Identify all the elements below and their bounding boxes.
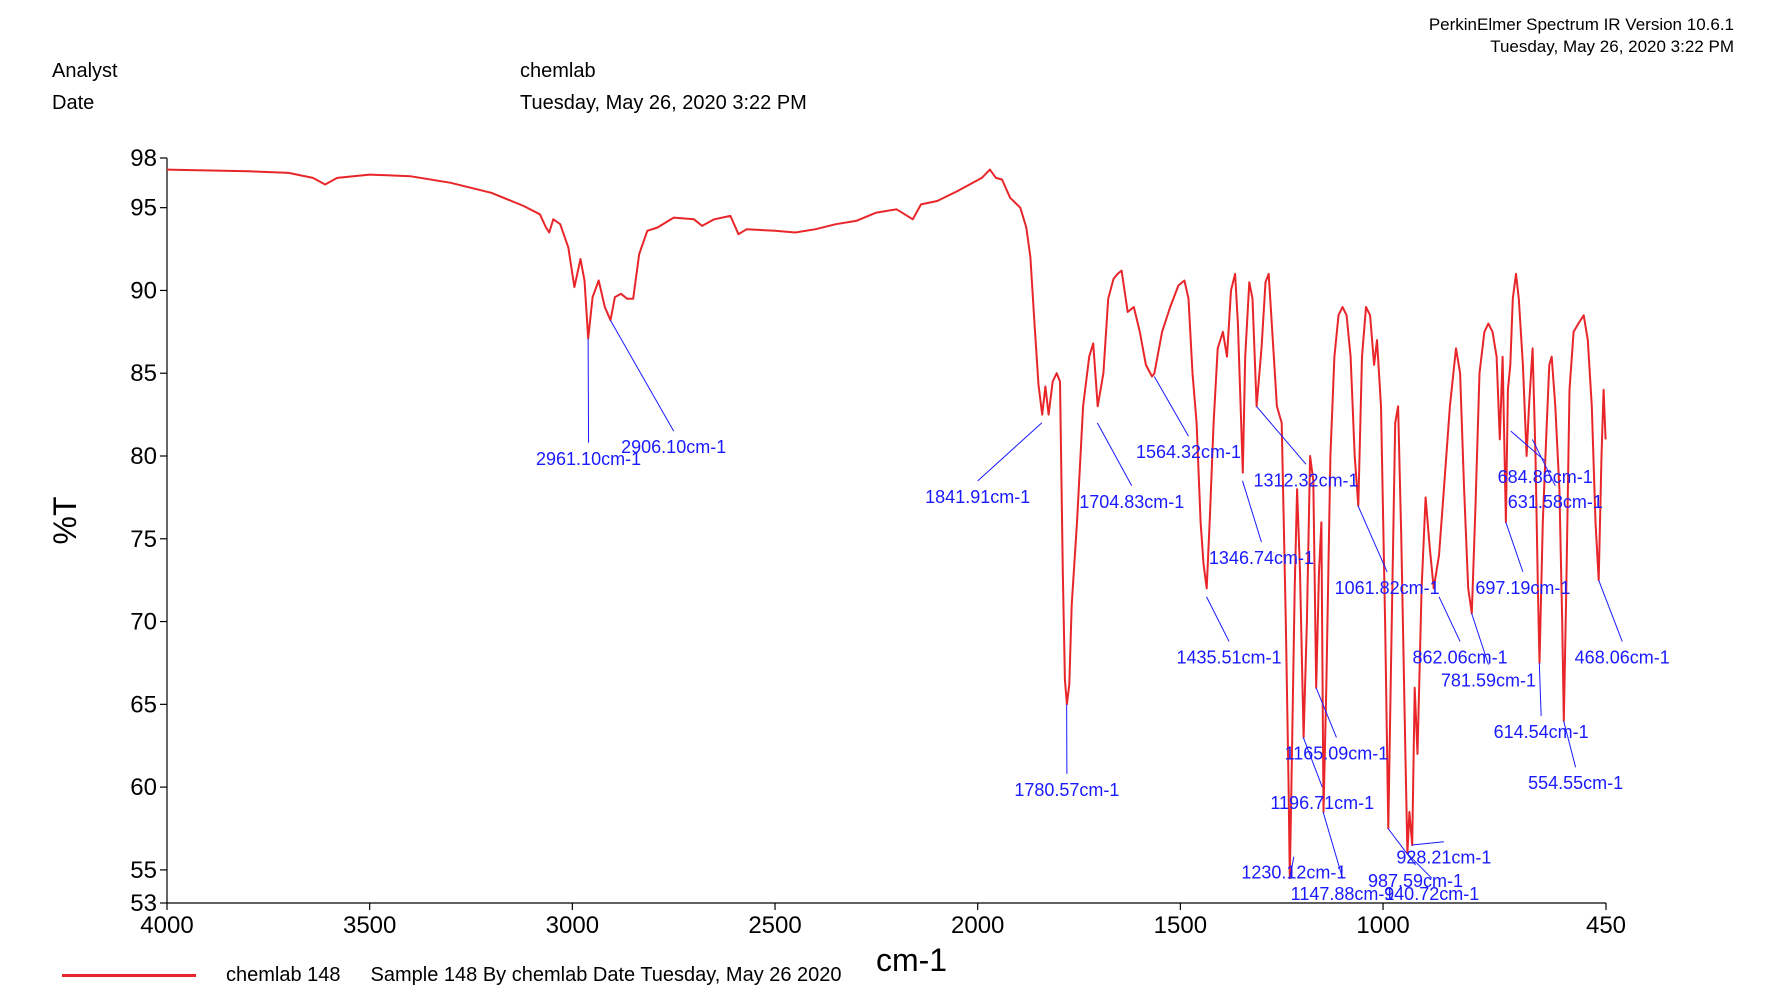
- y-tick-label: 53: [130, 890, 157, 917]
- peak-label: 1196.71cm-1: [1270, 793, 1374, 813]
- x-axis-label: cm-1: [876, 942, 947, 978]
- y-tick-label: 55: [130, 857, 157, 884]
- x-tick-label: 1000: [1356, 912, 1409, 939]
- peak-label: 2906.10cm-1: [621, 437, 726, 457]
- peak-leader-line: [1322, 811, 1344, 879]
- analyst-value: chemlab: [520, 60, 596, 82]
- peak-label: 1704.83cm-1: [1079, 492, 1184, 512]
- y-tick-label: 75: [130, 526, 157, 553]
- peak-leader-line: [1242, 480, 1262, 543]
- y-tick-label: 85: [130, 360, 157, 387]
- peak-label: 468.06cm-1: [1575, 647, 1670, 667]
- peak-label: 1841.91cm-1: [925, 487, 1030, 507]
- peak-leader-line: [1598, 579, 1623, 642]
- peak-leader-line: [1412, 841, 1444, 846]
- legend-swatch: [62, 973, 196, 977]
- peak-label: 2961.10cm-1: [536, 449, 641, 469]
- peak-label: 987.59cm-1: [1368, 871, 1463, 891]
- legend: chemlab 148 Sample 148 By chemlab Date T…: [62, 960, 842, 990]
- date-label: Date: [52, 92, 95, 114]
- peak-leader-line: [1510, 430, 1546, 462]
- peak-leader-line: [1357, 505, 1388, 573]
- peak-leader-line: [609, 319, 675, 432]
- header-datetime: Tuesday, May 26, 2020 3:22 PM: [1490, 37, 1734, 56]
- peak-label: 781.59cm-1: [1441, 671, 1536, 691]
- peak-label: 1165.09cm-1: [1285, 743, 1389, 763]
- peak-leader-line: [1256, 406, 1307, 465]
- y-tick-label: 70: [130, 609, 157, 636]
- peak-label: 697.19cm-1: [1475, 578, 1570, 598]
- x-tick-label: 2000: [951, 912, 1004, 939]
- y-tick-label: 80: [130, 443, 157, 470]
- peak-label: 1564.32cm-1: [1136, 442, 1241, 462]
- peak-leader-line: [1505, 522, 1524, 573]
- peak-label: 554.55cm-1: [1528, 773, 1623, 793]
- peak-leader-line: [1438, 596, 1461, 642]
- peak-label: 1780.57cm-1: [1014, 780, 1119, 800]
- spectrum-line: [166, 168, 1607, 880]
- peak-label: 684.86cm-1: [1498, 467, 1593, 487]
- peak-leader-line: [1387, 828, 1416, 866]
- peak-label: 1312.32cm-1: [1254, 470, 1359, 490]
- peak-label: 1230.12cm-1: [1241, 863, 1346, 883]
- software-header: PerkinElmer Spectrum IR Version 10.6.1 T…: [1429, 14, 1734, 58]
- peak-label: 1061.82cm-1: [1335, 578, 1440, 598]
- peak-leader-line: [1302, 737, 1323, 788]
- y-axis-label: %T: [47, 497, 83, 545]
- legend-description: Sample 148 By chemlab Date Tuesday, May …: [370, 963, 842, 986]
- y-tick-label: 90: [130, 277, 157, 304]
- x-tick-label: 2500: [748, 912, 801, 939]
- peak-leader-line: [1206, 596, 1230, 642]
- peak-label: 1147.88cm-1: [1291, 884, 1395, 904]
- x-tick-label: 4000: [140, 912, 193, 939]
- x-tick-label: 1500: [1154, 912, 1207, 939]
- software-name: PerkinElmer Spectrum IR Version 10.6.1: [1428, 15, 1734, 34]
- x-tick-label: 450: [1586, 912, 1626, 939]
- peak-label: 631.58cm-1: [1508, 492, 1603, 512]
- peak-leader-line: [1531, 439, 1556, 487]
- peak-leader-line: [1289, 856, 1295, 879]
- y-tick-label: 65: [130, 691, 157, 718]
- peak-leader-line: [1406, 852, 1433, 879]
- peak-leader-line: [1096, 422, 1133, 487]
- peak-label: 928.21cm-1: [1396, 848, 1491, 868]
- peak-label: 614.54cm-1: [1494, 722, 1589, 742]
- y-tick-label: 60: [130, 774, 157, 801]
- peak-label: 940.72cm-1: [1384, 884, 1479, 904]
- date-value: Tuesday, May 26, 2020 3:22 PM: [520, 92, 807, 114]
- analyst-label: Analyst: [52, 60, 118, 82]
- peak-leader-line: [1153, 376, 1189, 437]
- y-tick-label: 98: [130, 145, 157, 172]
- legend-series-name: chemlab 148: [226, 963, 341, 986]
- peak-leader-line: [1315, 687, 1337, 738]
- peak-leader-line: [977, 422, 1043, 482]
- x-tick-label: 3500: [343, 912, 396, 939]
- peak-label: 1435.51cm-1: [1176, 647, 1281, 667]
- peak-label: 1346.74cm-1: [1209, 548, 1314, 568]
- y-tick-label: 95: [130, 195, 157, 222]
- x-tick-label: 3000: [546, 912, 599, 939]
- peak-leader-line: [1471, 613, 1489, 665]
- peak-label: 862.06cm-1: [1413, 647, 1508, 667]
- peak-leader-line: [1563, 720, 1577, 768]
- peak-leader-line: [1538, 662, 1542, 716]
